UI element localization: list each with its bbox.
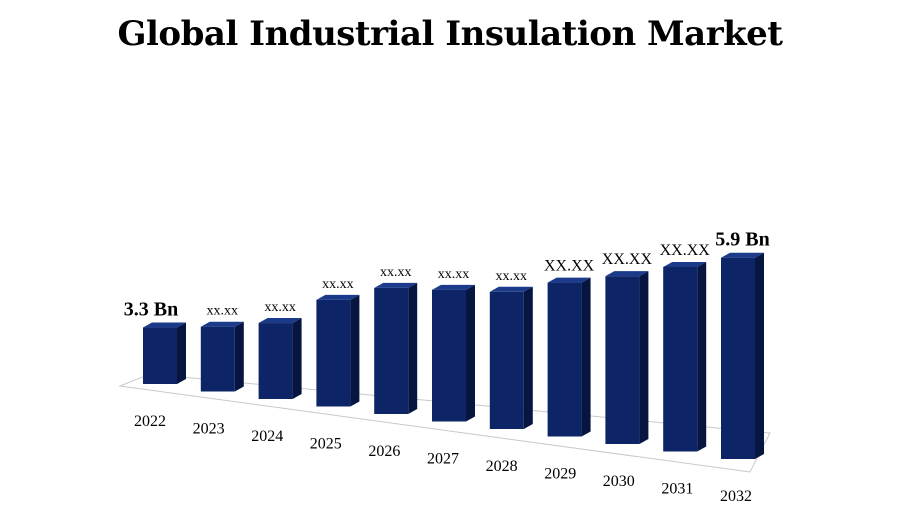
value-label-2024: xx.xx <box>264 300 296 315</box>
category-label-2032: 2032 <box>720 488 752 505</box>
category-label-2029: 2029 <box>544 466 576 483</box>
value-label-2029: XX.XX <box>544 258 595 275</box>
bar-side-2025 <box>350 294 360 407</box>
value-label-2025: xx.xx <box>322 277 354 292</box>
bar-top-2025 <box>316 294 360 300</box>
value-label-2022: 3.3 Bn <box>124 299 178 321</box>
bar-side-2022 <box>177 322 186 384</box>
category-label-2027: 2027 <box>427 451 459 468</box>
bar-2024 <box>258 318 302 399</box>
bar-side-2031 <box>697 261 707 452</box>
chart-title: Global Industrial Insulation Market <box>117 14 783 54</box>
value-label-2023: xx.xx <box>207 304 239 319</box>
bar-side-2028 <box>523 286 533 429</box>
bar-front-2025 <box>316 299 351 407</box>
value-label-2032: 5.9 Bn <box>715 229 769 251</box>
bar-2023 <box>200 321 244 392</box>
bar-top-2024 <box>258 318 302 324</box>
bar-front-2022 <box>143 327 177 384</box>
bar-2031 <box>663 261 707 452</box>
bar-top-2031 <box>663 261 707 267</box>
category-label-2031: 2031 <box>661 481 693 498</box>
value-label-2028: xx.xx <box>496 269 528 284</box>
bar-2032 <box>721 252 764 459</box>
bar-front-2030 <box>605 276 640 444</box>
bar-2022 <box>143 322 186 384</box>
bar-top-2029 <box>547 277 591 283</box>
bar-2026 <box>374 282 418 414</box>
bar-side-2032 <box>755 252 764 459</box>
bar-top-2022 <box>143 322 186 328</box>
bar-front-2023 <box>200 326 235 392</box>
bar-top-2026 <box>374 282 418 288</box>
bar-side-2024 <box>292 318 302 399</box>
bar-top-2023 <box>200 321 244 327</box>
bar-2029 <box>547 277 591 437</box>
value-label-2031: XX.XX <box>660 242 711 259</box>
category-label-2025: 2025 <box>310 436 342 453</box>
category-label-2024: 2024 <box>251 428 283 445</box>
bar-side-2027 <box>466 284 475 422</box>
category-label-2028: 2028 <box>486 458 518 475</box>
bar-front-2031 <box>663 266 698 452</box>
bar-front-2032 <box>721 257 755 459</box>
bar-top-2032 <box>721 252 764 258</box>
bar-side-2023 <box>234 321 244 392</box>
category-labels-group: 2022 2023 2024 2025 2026 2027 2028 2029 2030 2031… <box>134 413 752 505</box>
value-label-2030: XX.XX <box>602 251 653 268</box>
bar-front-2027 <box>432 289 466 422</box>
category-label-2030: 2030 <box>603 473 635 490</box>
category-label-2022: 2022 <box>134 413 166 430</box>
bar-side-2026 <box>408 282 418 414</box>
category-label-2023: 2023 <box>193 421 225 438</box>
bar-front-2029 <box>547 282 582 437</box>
bar-front-2026 <box>374 287 409 414</box>
bar-2028 <box>489 286 533 429</box>
bar-top-2028 <box>489 286 533 292</box>
bar-front-2028 <box>489 291 524 429</box>
bar-top-2030 <box>605 271 649 277</box>
bar-side-2029 <box>581 277 591 437</box>
bar-front-2024 <box>258 323 293 399</box>
bar-side-2030 <box>639 271 649 444</box>
value-label-2026: xx.xx <box>380 265 412 280</box>
bars-group <box>143 252 764 459</box>
value-labels-group: 3.3 Bn xx.xx xx.xx xx.xx xx.xx xx.xx xx.xx XX.X… <box>124 229 770 321</box>
bar-2025 <box>316 294 360 407</box>
bar-top-2027 <box>432 284 475 290</box>
bar-2027 <box>432 284 475 422</box>
category-label-2026: 2026 <box>368 443 400 460</box>
value-label-2027: xx.xx <box>438 267 470 282</box>
bar-2030 <box>605 271 649 444</box>
